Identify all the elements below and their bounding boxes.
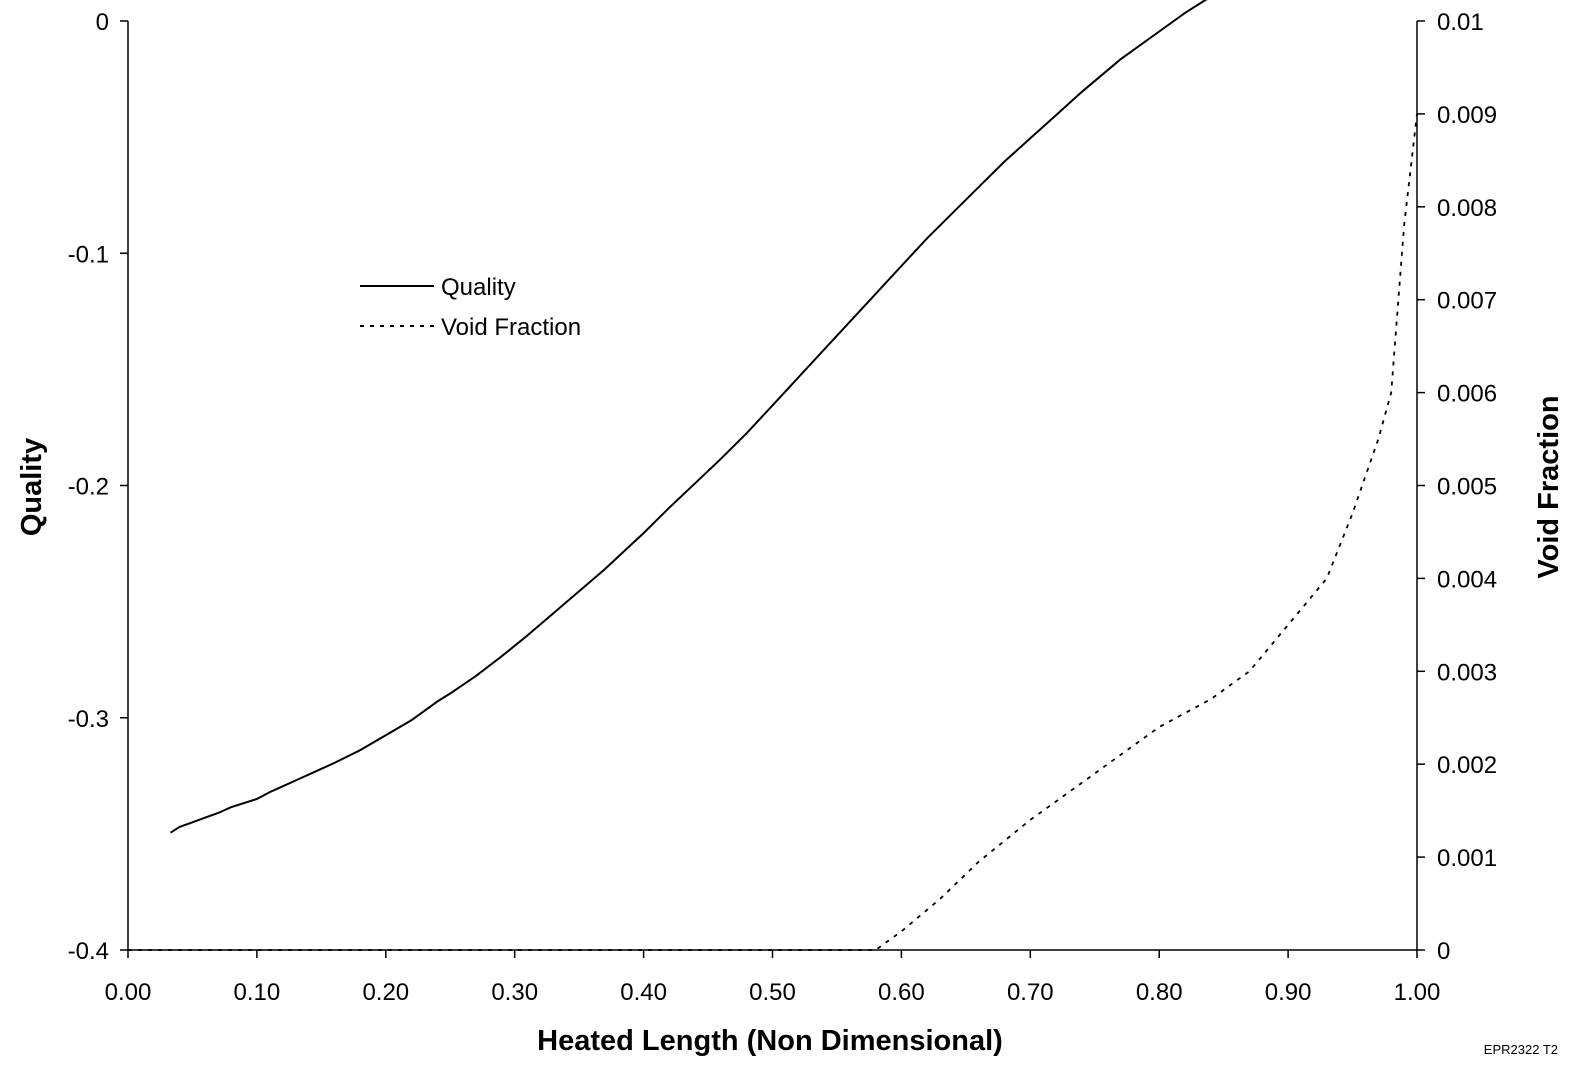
legend: Quality Void Fraction bbox=[360, 274, 581, 341]
x-tick-label: 0.40 bbox=[620, 979, 667, 1006]
y2-axis-title: Void Fraction bbox=[1533, 395, 1565, 578]
y-tick-label: 0 bbox=[96, 9, 109, 36]
x-tick-label: 0.80 bbox=[1136, 979, 1183, 1006]
y2-tick-label: 0.009 bbox=[1437, 102, 1497, 129]
x-tick-label: 0.00 bbox=[105, 979, 152, 1006]
y2-tick-label: 0.006 bbox=[1437, 381, 1497, 408]
x-tick-label: 1.00 bbox=[1394, 979, 1441, 1006]
x-axis-title: Heated Length (Non Dimensional) bbox=[537, 1025, 1003, 1057]
x-tick-label: 0.90 bbox=[1265, 979, 1312, 1006]
y2-tick-label: 0.008 bbox=[1437, 195, 1497, 222]
ticks bbox=[120, 20, 1425, 958]
axes bbox=[127, 21, 1418, 951]
x-tick-label: 0.20 bbox=[362, 979, 409, 1006]
figure-code: EPR2322 T2 bbox=[1484, 1042, 1558, 1057]
y-tick-label: -0.1 bbox=[68, 241, 109, 268]
y2-tick-label: 0.001 bbox=[1437, 845, 1497, 872]
legend-label-quality: Quality bbox=[441, 274, 516, 301]
y2-tick-label: 0.003 bbox=[1437, 659, 1497, 686]
tick-labels: 0.00 0.10 0.20 0.30 0.40 0.50 0.60 0.70 0.80 0.90… bbox=[68, 9, 1497, 1006]
series-line-void-fraction bbox=[128, 113, 1418, 951]
series-layer bbox=[128, 0, 1418, 951]
y2-tick-label: 0.007 bbox=[1437, 288, 1497, 315]
series-line-quality bbox=[169, 0, 1208, 834]
y-tick-label: -0.3 bbox=[68, 706, 109, 733]
y2-tick-label: 0 bbox=[1437, 938, 1450, 965]
y-tick-label: -0.2 bbox=[68, 474, 109, 501]
y-axis-title: Quality bbox=[16, 438, 48, 536]
legend-label-void-fraction: Void Fraction bbox=[441, 314, 581, 341]
y2-tick-label: 0.01 bbox=[1437, 9, 1484, 36]
y2-tick-label: 0.002 bbox=[1437, 752, 1497, 779]
x-tick-label: 0.30 bbox=[491, 979, 538, 1006]
x-tick-label: 0.50 bbox=[749, 979, 796, 1006]
x-tick-label: 0.60 bbox=[878, 979, 925, 1006]
y2-tick-label: 0.004 bbox=[1437, 566, 1497, 593]
y2-tick-label: 0.005 bbox=[1437, 474, 1497, 501]
x-tick-label: 0.70 bbox=[1007, 979, 1054, 1006]
x-tick-label: 0.10 bbox=[234, 979, 281, 1006]
y-tick-label: -0.4 bbox=[68, 938, 109, 965]
